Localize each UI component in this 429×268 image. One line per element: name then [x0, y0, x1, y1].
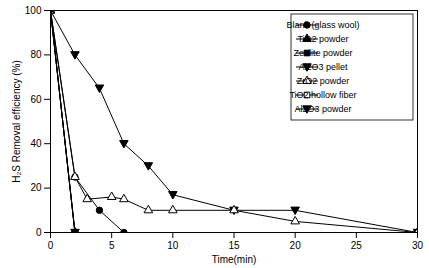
svg-text:20: 20: [290, 240, 302, 251]
svg-text:10: 10: [167, 240, 179, 251]
svg-text:25: 25: [351, 240, 363, 251]
svg-text:60: 60: [30, 94, 42, 105]
svg-text:30: 30: [412, 240, 424, 251]
svg-text:40: 40: [30, 138, 42, 149]
svg-text:Zeolite powder: Zeolite powder: [293, 48, 352, 58]
svg-text:TiO2 powder: TiO2 powder: [297, 34, 348, 44]
svg-text:Time(min): Time(min): [212, 254, 257, 265]
svg-text:80: 80: [30, 49, 42, 60]
svg-text:0: 0: [36, 227, 42, 238]
svg-text:Al2O3 powder: Al2O3 powder: [294, 104, 351, 114]
svg-text:5: 5: [109, 240, 115, 251]
svg-text:Al2O3 pellet: Al2O3 pellet: [298, 62, 348, 72]
svg-text:15: 15: [228, 240, 240, 251]
svg-text:H₂S Removal efficiency (%): H₂S Removal efficiency (%): [11, 60, 22, 183]
svg-text:0: 0: [48, 240, 54, 251]
svg-text:TiO2 hollow fiber: TiO2 hollow fiber: [289, 90, 356, 100]
svg-text:ZrO2 powder: ZrO2 powder: [297, 76, 350, 86]
svg-text:Blank (glass wool): Blank (glass wool): [286, 20, 359, 30]
svg-text:20: 20: [30, 182, 42, 193]
svg-text:100: 100: [25, 5, 42, 16]
